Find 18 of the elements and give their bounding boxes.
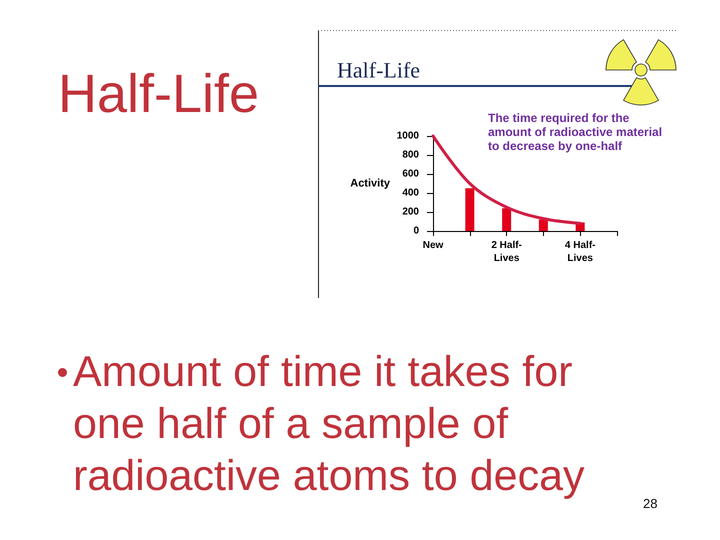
y-tick-label: 1000 — [396, 130, 420, 142]
x-tick-label: 2 Half-Lives — [491, 240, 522, 264]
chart-title: Half-Life — [58, 64, 260, 124]
y-tick-label: 400 — [402, 188, 420, 198]
y-tick-label: 200 — [402, 206, 420, 218]
x-tick-label: New — [422, 240, 444, 251]
text: Amount of time it takes for one half of a sample of radioactive atoms to decay — [73, 347, 586, 502]
chart-subtitle: Half-Life — [337, 58, 420, 82]
x-tick-label: 4 Half-Lives — [564, 240, 596, 264]
bar — [538, 220, 548, 231]
y-tick-label: 600 — [402, 168, 420, 180]
y-tick-label: 0 — [413, 226, 420, 236]
y-axis-title: Activity — [350, 178, 391, 190]
bar — [465, 188, 474, 231]
y-tick-label: 800 — [402, 150, 420, 160]
text: 28 — [643, 496, 658, 511]
annotation: The time required for the amount of radioactive material to decrease by one-half — [488, 111, 664, 153]
bar — [502, 208, 512, 231]
